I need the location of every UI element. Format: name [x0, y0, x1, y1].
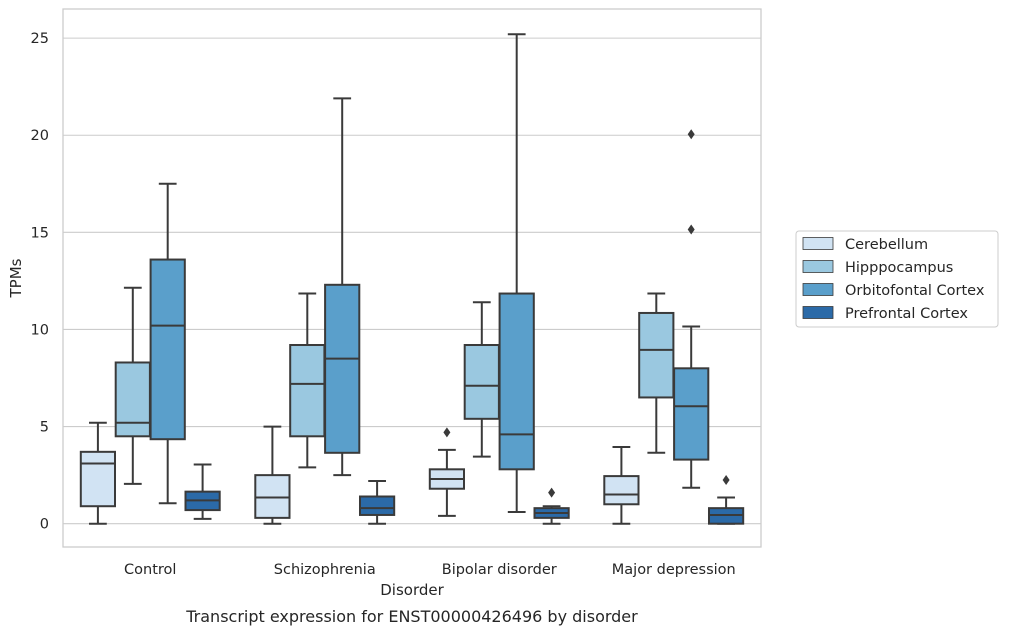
box-3-4 [673, 129, 710, 489]
box-3-2 [324, 97, 361, 477]
x-tick-label: Bipolar disorder [442, 562, 557, 578]
box-groups [79, 33, 745, 525]
y-tick-label: 5 [40, 420, 49, 436]
box-1-4 [603, 445, 640, 525]
box-4-4 [707, 474, 745, 525]
legend-swatch [802, 260, 834, 273]
y-tick-label: 15 [31, 225, 49, 241]
box-1-3 [428, 427, 466, 517]
y-tick-label: 0 [40, 517, 49, 533]
legend-label: Prefrontal Cortex [845, 306, 968, 322]
legend-label: Cerebellum [845, 237, 928, 253]
y-tick-label: 20 [31, 128, 49, 144]
outlier-point [687, 224, 695, 235]
outlier-point [722, 474, 730, 485]
legend-swatch [802, 306, 834, 319]
legend: Cerebellum Hipppocampus Orbitofontal Corte… [795, 230, 999, 328]
x-axis-title: Disorder [380, 581, 444, 599]
legend-frame [795, 230, 999, 328]
box-iqr [463, 344, 500, 420]
x-tick-label: Major depression [612, 562, 736, 578]
box-1-2 [254, 425, 291, 525]
chart-caption: Transcript expression for ENST0000042649… [185, 607, 638, 626]
box-3-1 [149, 182, 186, 505]
y-tick-label: 25 [31, 31, 49, 47]
legend-swatch [802, 283, 834, 296]
x-tick-label: Schizophrenia [274, 562, 376, 578]
box-iqr [603, 475, 640, 506]
box-iqr [149, 258, 186, 441]
box-iqr [498, 292, 535, 471]
y-axis-title: TPMs [7, 258, 25, 298]
outlier-point [548, 487, 556, 498]
box-4-2 [358, 479, 396, 525]
box-iqr [673, 367, 710, 461]
box-3-3 [498, 33, 535, 514]
x-tick-labels: Control Schizophrenia Bipolar disorder Majo… [124, 562, 736, 578]
legend-swatch [802, 237, 834, 250]
legend-label: Orbitofontal Cortex [845, 283, 985, 299]
box-iqr [79, 450, 117, 508]
box-4-1 [184, 463, 221, 520]
plot-frame [62, 8, 762, 548]
box-2-4 [638, 292, 675, 454]
box-iqr [114, 361, 151, 438]
box-iqr [289, 344, 326, 438]
box-iqr [358, 495, 396, 516]
box-2-3 [463, 301, 500, 458]
y-tick-labels: 0 5 10 15 20 25 [31, 31, 49, 533]
box-iqr [638, 311, 675, 399]
box-1-1 [79, 421, 117, 525]
box-2-1 [114, 286, 151, 485]
box-iqr [324, 283, 361, 454]
box-2-2 [289, 292, 326, 469]
outlier-point [443, 427, 451, 438]
outlier-point [687, 129, 695, 140]
x-tick-label: Control [124, 562, 176, 578]
y-tick-label: 10 [31, 322, 49, 338]
legend-label: Hipppocampus [845, 260, 953, 276]
box-4-3 [533, 487, 570, 525]
